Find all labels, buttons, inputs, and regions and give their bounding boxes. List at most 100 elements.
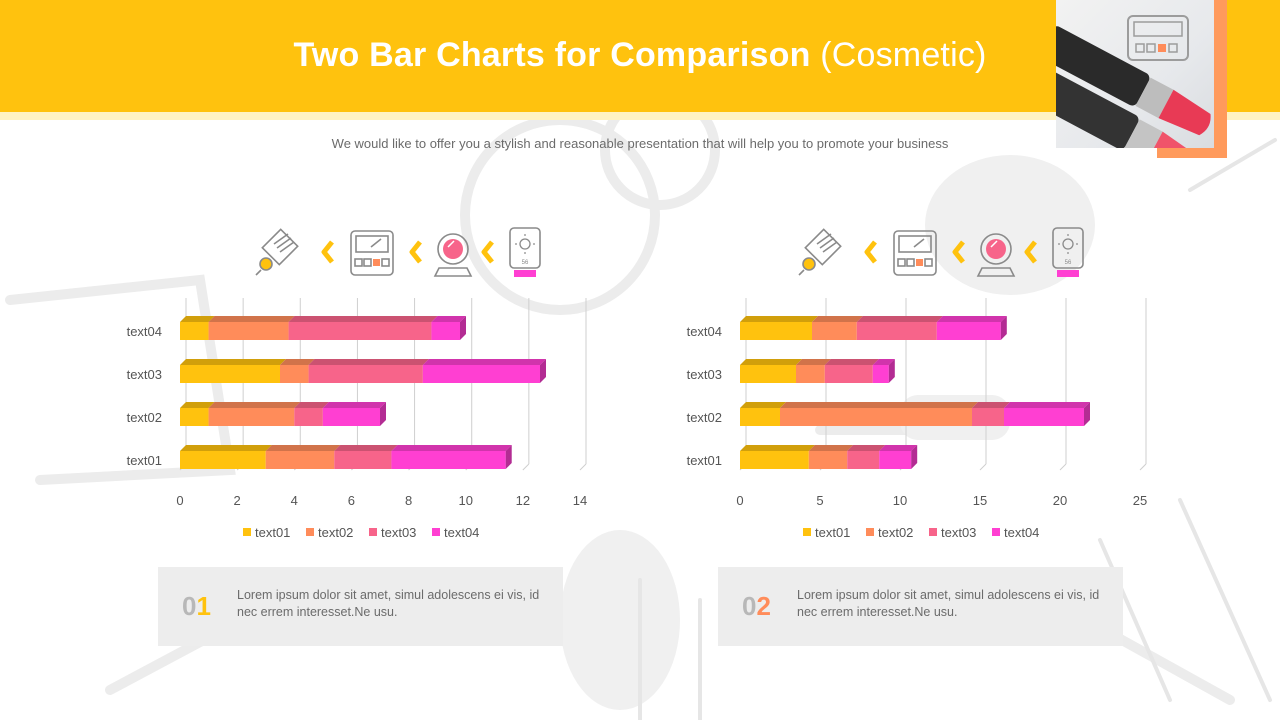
- bar-segment: [972, 408, 1004, 426]
- sunscreen-icon: 56: [509, 227, 541, 277]
- eyeshadow-palette-icon: [893, 230, 937, 276]
- info-box-text: Lorem ipsum dolor sit amet, simul adoles…: [237, 588, 540, 619]
- bar-segment-top: [294, 402, 329, 408]
- info-box-number: 02: [742, 591, 771, 622]
- category-label: text04: [687, 324, 722, 339]
- bar-segment-top: [740, 359, 802, 365]
- info-number-first-digit: 0: [182, 591, 197, 621]
- bar-segment: [308, 365, 423, 383]
- x-tick-label: 10: [458, 493, 472, 508]
- bar-segment-top: [180, 316, 215, 322]
- lipstick-photo: [1056, 0, 1214, 148]
- category-label: text01: [687, 453, 722, 468]
- x-tick-label: 5: [816, 493, 823, 508]
- bar-segment-top: [322, 402, 386, 408]
- gridline-foot: [1059, 463, 1067, 471]
- bar-segment: [879, 451, 912, 469]
- legend-swatch: [306, 528, 314, 536]
- bar-segment: [1004, 408, 1084, 426]
- category-label: text04: [127, 324, 162, 339]
- legend-label: text03: [941, 525, 976, 540]
- bar-segment: [808, 451, 848, 469]
- legend-swatch: [866, 528, 874, 536]
- compact-mirror-icon: [433, 233, 473, 277]
- bar-segment: [208, 322, 289, 340]
- bar-end-face: [505, 445, 512, 469]
- bar-segment: [280, 365, 309, 383]
- x-tick-label: 25: [1133, 493, 1147, 508]
- bar-end-face: [380, 402, 386, 426]
- x-tick-label: 10: [893, 493, 907, 508]
- sunscreen-label: 56: [522, 260, 529, 266]
- sunscreen-icon: 56: [1052, 227, 1084, 277]
- bar-segment-top: [812, 316, 863, 322]
- bar-segment-top: [308, 359, 429, 365]
- bar-end-face: [888, 359, 895, 383]
- bar-segment: [180, 365, 280, 383]
- x-tick-label: 4: [291, 493, 298, 508]
- bar-segment: [812, 322, 857, 340]
- bar-segment: [796, 365, 825, 383]
- info-number-first-digit: 0: [742, 591, 757, 621]
- info-box-1: 01 Lorem ipsum dolor sit amet, simul ado…: [158, 567, 563, 646]
- chevron-left-icon: [321, 240, 334, 264]
- bar-segment-top: [280, 359, 315, 365]
- x-tick-label: 6: [348, 493, 355, 508]
- legend-label: text04: [1004, 525, 1039, 540]
- gridline-foot: [579, 463, 587, 471]
- sunscreen-label: 56: [1065, 260, 1072, 266]
- legend-swatch: [243, 528, 251, 536]
- bar-segment: [936, 322, 1001, 340]
- bar-segment: [391, 451, 506, 469]
- bar-segment-top: [796, 359, 831, 365]
- bar-segment: [180, 408, 209, 426]
- bar-segment: [208, 408, 295, 426]
- brush-icon: [255, 228, 299, 276]
- gridline-foot: [979, 463, 987, 471]
- eyeshadow-palette-icon: [350, 230, 394, 276]
- category-label: text03: [127, 367, 162, 382]
- legend-swatch: [432, 528, 440, 536]
- bar-segment-top: [740, 445, 815, 451]
- chevron-left-icon: [1024, 240, 1037, 264]
- header-divider: [0, 112, 1280, 120]
- bar-segment: [322, 408, 380, 426]
- bar-segment: [740, 408, 780, 426]
- bar-segment: [847, 451, 880, 469]
- info-box-number: 01: [182, 591, 211, 622]
- bar-segment-top: [422, 359, 546, 365]
- bar-segment: [288, 322, 432, 340]
- info-box-2: 02 Lorem ipsum dolor sit amet, simul ado…: [718, 567, 1123, 646]
- legend-label: text02: [318, 525, 353, 540]
- bar-segment-top: [847, 445, 886, 451]
- bar-segment-top: [856, 316, 943, 322]
- category-label: text02: [127, 410, 162, 425]
- page-title-suffix: (Cosmetic): [820, 36, 987, 74]
- x-tick-label: 14: [573, 493, 587, 508]
- bar-segment: [740, 451, 809, 469]
- category-label: text01: [127, 453, 162, 468]
- eyeshadow-palette-icon: [1127, 15, 1189, 61]
- bar-segment-top: [431, 316, 466, 322]
- category-label: text03: [687, 367, 722, 382]
- bar-segment-top: [872, 359, 895, 365]
- page-subtitle: We would like to offer you a stylish and…: [331, 136, 949, 151]
- legend-label: text03: [381, 525, 416, 540]
- bar-segment: [431, 322, 460, 340]
- bar-end-face: [911, 445, 918, 469]
- bar-segment-top: [208, 402, 301, 408]
- legend-label: text01: [255, 525, 290, 540]
- page-title: Two Bar Charts for Comparison (Cosmetic): [180, 36, 1100, 75]
- legend-swatch: [992, 528, 1000, 536]
- bar-segment-top: [391, 445, 512, 451]
- legend-swatch: [929, 528, 937, 536]
- bar-segment: [180, 451, 266, 469]
- chevron-left-icon: [481, 240, 494, 264]
- bar-segment-top: [972, 402, 1010, 408]
- lipstick-photo-art: [1056, 15, 1211, 148]
- info-box-text: Lorem ipsum dolor sit amet, simul adoles…: [797, 588, 1100, 619]
- bar-segment: [780, 408, 972, 426]
- bar-segment-top: [740, 316, 818, 322]
- legend-swatch: [369, 528, 377, 536]
- bar-end-face: [1000, 316, 1007, 340]
